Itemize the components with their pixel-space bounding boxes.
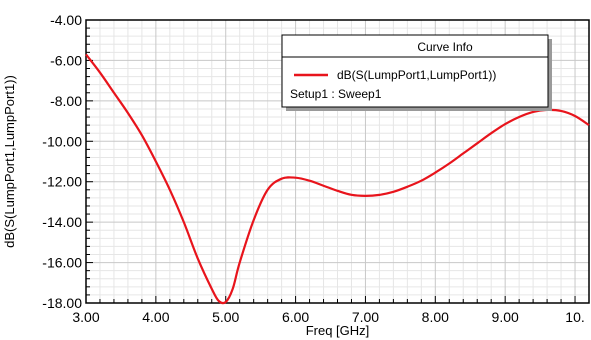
y-tick-label: -14.00 (42, 214, 82, 230)
y-tick-label: -18.00 (42, 295, 82, 311)
x-tick-label: 5.00 (212, 309, 239, 325)
y-tick-label: -8.00 (50, 93, 82, 109)
legend-setup-label: Setup1 : Sweep1 (290, 87, 382, 101)
y-tick-label: -6.00 (50, 52, 82, 68)
series-line (85, 53, 590, 305)
x-axis-title: Freq [GHz] (306, 323, 370, 338)
x-tick-label: 8.00 (422, 309, 449, 325)
y-tick-label: -10.00 (42, 133, 82, 149)
x-tick-label: 3.00 (72, 309, 99, 325)
y-tick-labels: -4.00 -6.00 -8.00 -10.00 -12.00 -14.00 -16.00 -… (42, 12, 82, 311)
series-layer (85, 53, 590, 305)
x-tick-label: 9.00 (492, 309, 519, 325)
x-tick-labels: 3.00 4.00 5.00 6.00 7.00 8.00 9.00 10. (72, 309, 584, 325)
legend-background (281, 34, 549, 108)
y-tick-label: -16.00 (42, 255, 82, 271)
x-tick-label: 7.00 (352, 309, 379, 325)
y-tick-label: -4.00 (50, 12, 82, 28)
legend-title: Curve Info (417, 40, 473, 54)
y-axis-title: dB(S(LumpPort1,LumpPort1)) (2, 75, 17, 248)
x-tick-label: 10. (565, 309, 584, 325)
x-tick-label: 6.00 (282, 309, 309, 325)
x-tick-label: 4.00 (142, 309, 169, 325)
y-tick-label: -12.00 (42, 174, 82, 190)
legend-box[interactable]: Curve Info dB(S(LumpPort1,LumpPort1)) Se… (281, 34, 552, 111)
legend-entry-label: dB(S(LumpPort1,LumpPort1)) (337, 68, 496, 82)
